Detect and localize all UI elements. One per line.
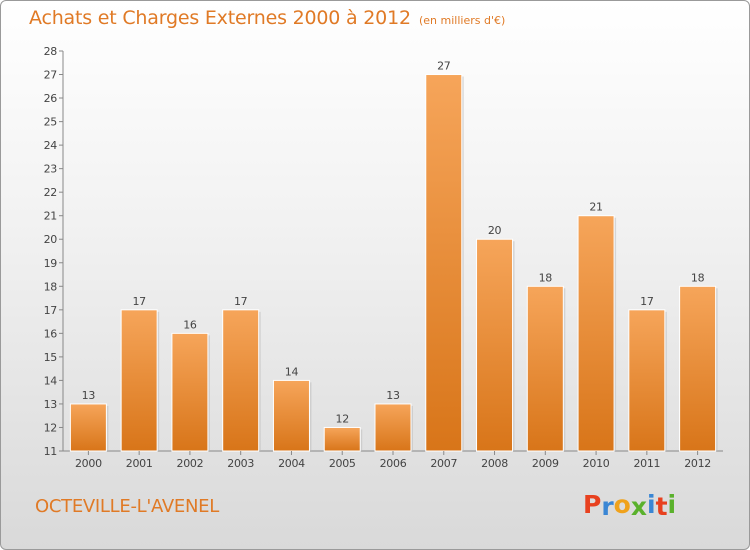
bar-value-label: 17: [132, 295, 146, 308]
bar: [577, 215, 615, 452]
bar: [476, 238, 514, 452]
y-tick-label: 27: [44, 69, 58, 82]
x-tick-label: 2007: [430, 457, 457, 470]
y-tick-label: 19: [44, 257, 58, 270]
y-tick-label: 22: [44, 186, 57, 199]
bar-value-label: 21: [589, 201, 602, 214]
bar: [222, 309, 260, 452]
y-tick-label: 24: [44, 139, 58, 152]
y-tick-label: 16: [44, 327, 58, 340]
x-tick-label: 2001: [126, 457, 153, 470]
bar-value-label: 12: [336, 412, 349, 425]
x-tick-label: 2011: [633, 457, 660, 470]
x-tick-label: 2005: [329, 457, 356, 470]
bar-value-label: 18: [539, 271, 553, 284]
bar: [425, 74, 463, 452]
plot-area: 11 12 13 14 15 16 17 18 19 20 21 22 23 24 25 26 27 28 13 20…: [44, 45, 723, 470]
bar-value-label: 13: [82, 389, 96, 402]
bar-value-label: 17: [234, 295, 248, 308]
y-tick-label: 26: [44, 92, 58, 105]
x-tick-label: 2009: [532, 457, 559, 470]
bar: [323, 426, 361, 452]
bar: [120, 309, 158, 452]
bar-value-label: 27: [437, 60, 451, 73]
y-tick-label: 18: [44, 280, 58, 293]
y-tick-label: 14: [44, 374, 58, 387]
bar: [526, 285, 564, 452]
chart-title: Achats et Charges Externes 2000 à 2012: [29, 7, 411, 29]
y-tick-label: 17: [44, 304, 58, 317]
bar: [272, 379, 310, 452]
x-tick-label: 2000: [75, 457, 102, 470]
bar-value-label: 16: [183, 318, 197, 331]
proxiti-logo: Proxiti: [583, 490, 677, 521]
chart-unit: (en milliers d'€): [419, 14, 506, 27]
bar-value-label: 14: [285, 365, 299, 378]
y-tick-label: 25: [44, 116, 58, 129]
bar: [628, 309, 666, 452]
bar: [679, 285, 717, 452]
x-tick-label: 2012: [684, 457, 711, 470]
y-tick-label: 11: [44, 445, 57, 458]
bar-value-label: 17: [640, 295, 654, 308]
bar: [69, 403, 107, 452]
place-name: OCTEVILLE-L'AVENEL: [35, 496, 219, 517]
x-tick-label: 2003: [227, 457, 254, 470]
y-tick-label: 20: [44, 233, 58, 246]
bar-value-label: 18: [691, 271, 705, 284]
y-tick-label: 15: [44, 351, 58, 364]
x-tick-label: 2004: [278, 457, 305, 470]
bar: [374, 403, 412, 452]
y-tick-label: 12: [44, 421, 57, 434]
bar-value-label: 13: [386, 389, 400, 402]
y-tick-label: 21: [44, 210, 57, 223]
x-tick-label: 2002: [177, 457, 204, 470]
x-tick-label: 2010: [583, 457, 610, 470]
y-tick-label: 23: [44, 163, 58, 176]
bar-value-label: 20: [488, 224, 502, 237]
y-tick-label: 13: [44, 398, 58, 411]
bar: [171, 332, 209, 452]
y-tick-label: 28: [44, 45, 58, 58]
x-tick-label: 2008: [481, 457, 508, 470]
x-tick-label: 2006: [380, 457, 407, 470]
